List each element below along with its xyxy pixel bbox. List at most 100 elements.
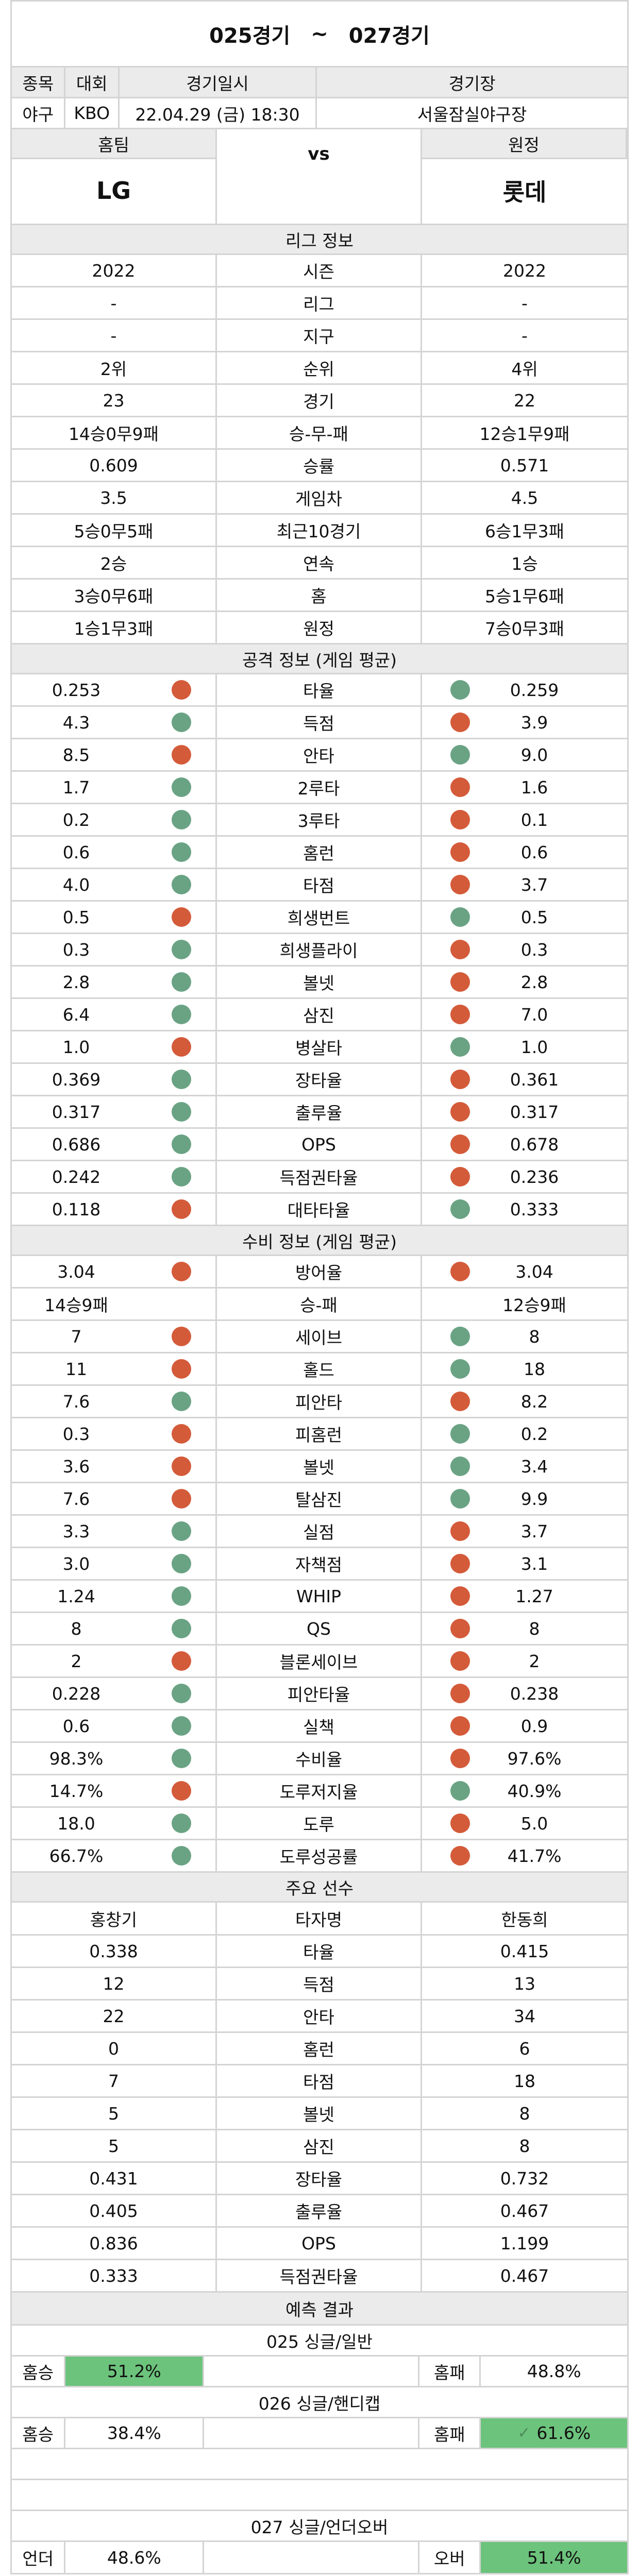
league-info-row: 3.5 게임차 4.5 <box>12 482 627 515</box>
home-stat: 3.0 <box>12 1548 217 1579</box>
league-info-row: 2승 연속 1승 <box>12 547 627 580</box>
home-value: 0.6 <box>62 1716 90 1736</box>
green-dot-icon <box>450 1199 470 1219</box>
home-stat: 0.3 <box>12 1418 217 1449</box>
stat-label: 연속 <box>217 547 423 578</box>
green-dot-icon <box>450 1424 470 1444</box>
home-value: 8 <box>71 1618 82 1639</box>
home-stat: 7.6 <box>12 1386 217 1417</box>
home-stat: 7 <box>12 1321 217 1352</box>
home-value: 98.3% <box>49 1748 104 1769</box>
away-stat: 97.6% <box>422 1743 627 1774</box>
home-stat: 3.6 <box>12 1451 217 1482</box>
red-dot-icon <box>450 1102 470 1122</box>
league-info-row: 3승0무6패 홈 5승1무6패 <box>12 580 627 612</box>
away-value: 3.4 <box>520 1456 548 1477</box>
stat-label: 승-패 <box>217 1289 423 1319</box>
home-value: 0.317 <box>52 1101 101 1122</box>
stat-label: 장타율 <box>217 2163 423 2194</box>
stat-label: 희생번트 <box>217 902 423 933</box>
away-stat: 3.4 <box>422 1451 627 1482</box>
green-dot-icon <box>172 777 191 797</box>
home-value: 2위 <box>12 352 217 383</box>
stat-label: 홈 <box>217 580 423 611</box>
home-value: 0.686 <box>52 1134 101 1155</box>
home-value: 0.609 <box>12 450 217 481</box>
league-info-row: 14승0무9패 승-무-패 12승1무9패 <box>12 417 627 450</box>
match-analysis-table: 025경기 ~ 027경기 종목 대회 경기일시 경기장 야구 KBO 22.0… <box>10 0 629 2574</box>
away-value: 4.5 <box>511 487 539 508</box>
home-value: 0.3 <box>62 939 90 960</box>
away-value: 12승9패 <box>502 1295 566 1315</box>
red-dot-icon <box>172 1199 191 1219</box>
away-value: 0.732 <box>500 2168 549 2189</box>
home-value: 8.5 <box>62 744 90 765</box>
stat-label: 삼진 <box>217 2130 423 2161</box>
pred-026-title: 026 싱글/핸디캡 <box>258 2393 381 2414</box>
home-value: 14승9패 <box>44 1295 108 1315</box>
green-dot-icon <box>172 1521 191 1541</box>
home-value: 7.6 <box>62 1391 90 1412</box>
home-value: 12 <box>12 1968 217 1999</box>
red-dot-icon <box>450 1651 470 1671</box>
pred-027-under-value: 48.6% <box>65 2542 205 2573</box>
away-value: 3.1 <box>520 1553 548 1574</box>
stat-label: 병살타 <box>217 1031 423 1062</box>
home-team-column: 홈팀 LG <box>12 129 217 224</box>
red-dot-icon <box>450 1684 470 1703</box>
home-value: 0.369 <box>52 1069 101 1090</box>
home-stat: 2.8 <box>12 967 217 997</box>
home-value: 2 <box>71 1651 82 1671</box>
section-title-players: 주요 선수 <box>12 1873 627 1901</box>
stat-label: 지구 <box>217 320 423 351</box>
home-value: 23 <box>12 385 217 416</box>
home-stat: 4.0 <box>12 869 217 900</box>
away-value: 1.6 <box>520 777 548 798</box>
defense-info-title-row: 수비 정보 (게임 평균) <box>12 1226 627 1256</box>
home-value: 66.7% <box>49 1845 104 1866</box>
home-value: 0.836 <box>12 2228 217 2259</box>
league-info-row: - 지구 - <box>12 320 627 352</box>
home-value: 7 <box>71 1326 82 1347</box>
away-value: 8 <box>519 2103 530 2124</box>
green-dot-icon <box>172 1586 191 1606</box>
pred-027-title: 027 싱글/언더오버 <box>250 2517 389 2537</box>
away-value: 7승0무3패 <box>484 619 565 639</box>
home-stat: 0.317 <box>12 1096 217 1127</box>
red-dot-icon <box>450 1005 470 1024</box>
stat-label: 승-무-패 <box>217 417 423 448</box>
stat-label: 안타 <box>217 739 423 770</box>
away-stat: 3.7 <box>422 1516 627 1547</box>
pred-empty-row-2 <box>12 2480 627 2511</box>
away-value: - <box>522 293 528 313</box>
home-stat: 0.6 <box>12 1710 217 1741</box>
stat-label: OPS <box>217 2228 423 2259</box>
home-value: 7 <box>12 2065 217 2096</box>
sport-label: 종목 <box>12 67 66 97</box>
match-info-header: 종목 대회 경기일시 경기장 <box>12 67 627 98</box>
home-value: 5승0무5패 <box>12 515 217 546</box>
green-dot-icon <box>172 1134 191 1154</box>
away-value: 0.467 <box>500 2265 549 2286</box>
player-stat-rows: 0.338 타율 0.415 12 득점 13 22 안타 34 0 홈런 6 7 타점 18 5 볼넷 8 5 삼진… <box>12 1936 627 2293</box>
section-title-prediction: 예측 결과 <box>12 2293 627 2324</box>
away-value: 3.9 <box>520 712 548 733</box>
stat-label: 2루타 <box>217 772 423 803</box>
away-stat: 0.259 <box>422 674 627 705</box>
red-dot-icon <box>172 1327 191 1346</box>
red-dot-icon <box>450 1392 470 1411</box>
red-dot-icon <box>450 940 470 959</box>
away-stat: 1.6 <box>422 772 627 803</box>
red-dot-icon <box>450 1619 470 1638</box>
stat-label: 득점 <box>217 707 423 738</box>
home-value: 0.118 <box>52 1199 101 1219</box>
away-stat: 3.9 <box>422 707 627 738</box>
sport-value: 야구 <box>12 98 66 128</box>
defense-stat-row: 7.6 탈삼진 9.9 <box>12 1483 627 1516</box>
away-stat: 0.236 <box>422 1161 627 1192</box>
home-value: 14승0무9패 <box>12 417 217 448</box>
stat-label: 최근10경기 <box>217 515 423 546</box>
attack-stat-row: 0.253 타율 0.259 <box>12 674 627 707</box>
defense-stat-row: 98.3% 수비율 97.6% <box>12 1743 627 1775</box>
pred-026-row: 홈승 38.4% 홈패 ✓ 61.6% <box>12 2418 627 2449</box>
